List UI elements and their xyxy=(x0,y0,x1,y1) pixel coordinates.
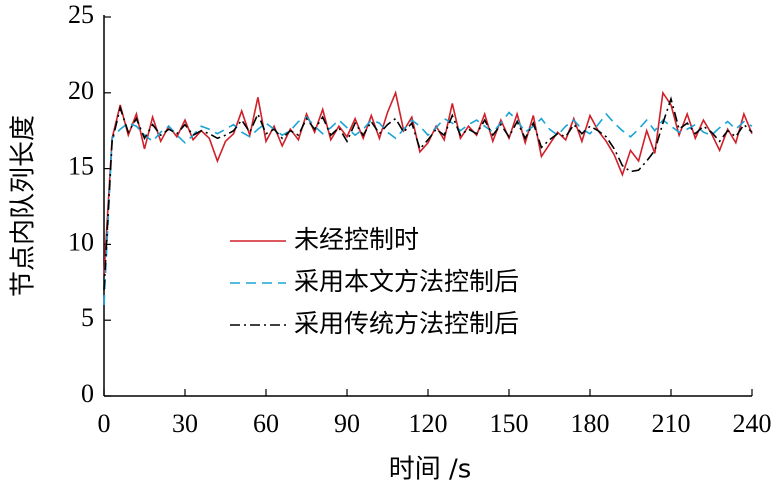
series-line xyxy=(103,90,753,275)
y-axis-title: 节点内队列长度 xyxy=(9,115,39,297)
x-tick-label: 210 xyxy=(652,409,691,438)
x-tick-label: 60 xyxy=(253,409,279,438)
x-axis-title: 时间 /s xyxy=(389,455,472,485)
y-tick-label: 10 xyxy=(68,227,94,256)
x-tick-label: 0 xyxy=(98,409,111,438)
y-tick-label: 25 xyxy=(68,0,94,29)
x-tick-label: 180 xyxy=(571,409,610,438)
y-tick-label: 5 xyxy=(81,303,94,332)
legend-label: 采用本文方法控制后 xyxy=(294,267,519,296)
x-tick-label: 90 xyxy=(334,409,360,438)
x-tick-label: 240 xyxy=(733,409,772,438)
y-tick-label: 20 xyxy=(68,76,94,105)
series-line xyxy=(103,96,753,290)
legend-label: 采用传统方法控制后 xyxy=(294,309,519,338)
x-tick-label: 150 xyxy=(490,409,529,438)
x-tick-label: 30 xyxy=(172,409,198,438)
x-tick-label: 120 xyxy=(409,409,448,438)
y-tick-label: 0 xyxy=(81,379,94,408)
series-line xyxy=(103,111,753,306)
legend-label: 未经控制时 xyxy=(294,225,419,254)
y-tick-label: 15 xyxy=(68,152,94,181)
